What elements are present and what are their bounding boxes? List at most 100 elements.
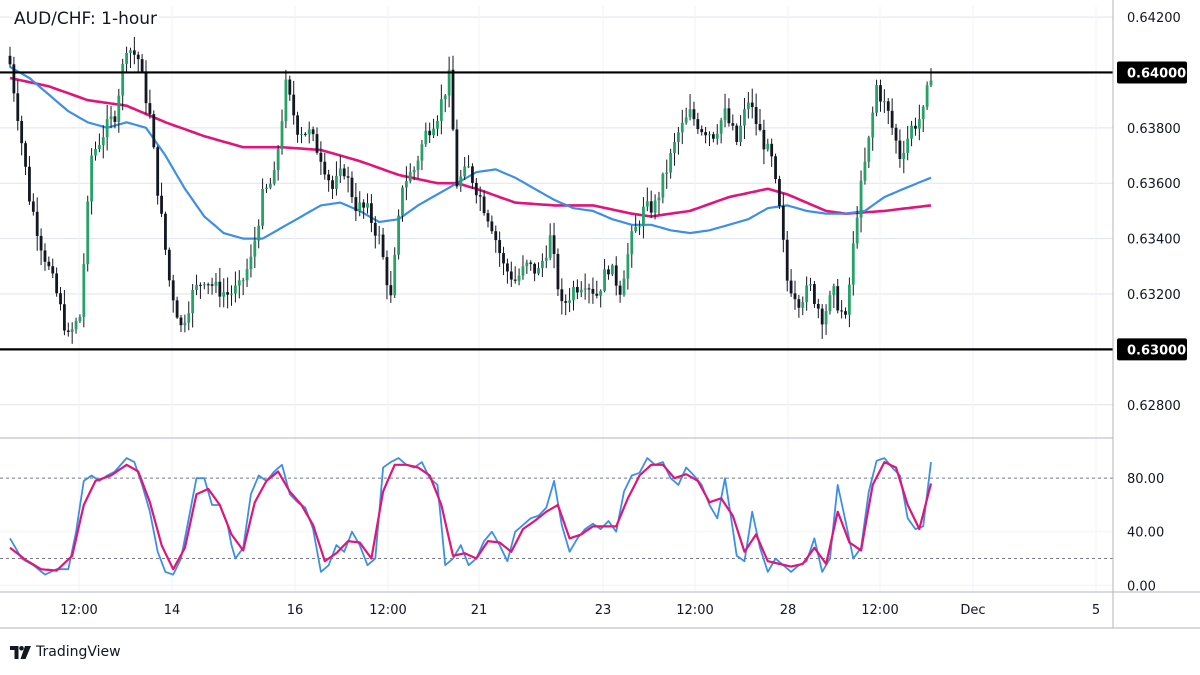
candle bbox=[754, 93, 758, 136]
candle bbox=[727, 98, 731, 127]
candle-body bbox=[447, 69, 451, 96]
candle-body bbox=[661, 173, 665, 198]
candle-body bbox=[179, 317, 183, 326]
candle-body bbox=[711, 134, 715, 139]
candle-body bbox=[164, 213, 167, 250]
candle-body bbox=[677, 132, 680, 142]
candle bbox=[319, 141, 323, 175]
candle bbox=[898, 129, 902, 168]
candle-body bbox=[739, 125, 742, 142]
time-tick-label: 23 bbox=[595, 603, 612, 618]
candle bbox=[925, 81, 929, 110]
candle-body bbox=[82, 264, 86, 317]
candle bbox=[195, 274, 198, 296]
candle bbox=[723, 93, 727, 128]
candle bbox=[680, 109, 684, 145]
candle bbox=[642, 197, 645, 239]
horizontal-levels[interactable]: 0.64000 0.63000 bbox=[0, 61, 1187, 361]
candle-body bbox=[533, 263, 537, 274]
candle bbox=[781, 193, 785, 253]
candle-body bbox=[171, 280, 175, 301]
candle-body bbox=[199, 284, 202, 286]
candle-body bbox=[583, 288, 587, 290]
candle-body bbox=[335, 175, 338, 189]
candle-body bbox=[793, 293, 797, 300]
oscillator-tick-label: 80.00 bbox=[1127, 472, 1164, 487]
candle-body bbox=[700, 129, 704, 133]
candle bbox=[525, 259, 529, 274]
candle bbox=[762, 119, 766, 165]
candle-body bbox=[844, 311, 847, 315]
price-grid bbox=[0, 6, 1113, 592]
candle-body bbox=[210, 284, 214, 286]
candle bbox=[715, 124, 719, 145]
candle-body bbox=[370, 203, 373, 223]
candle-body bbox=[467, 166, 470, 168]
candle-body bbox=[471, 166, 474, 183]
candle bbox=[832, 283, 836, 308]
candle-body bbox=[125, 52, 128, 64]
candle bbox=[296, 111, 299, 143]
candle bbox=[836, 278, 840, 314]
candle bbox=[583, 273, 587, 300]
candle-body bbox=[455, 129, 459, 187]
candle-body bbox=[416, 160, 420, 171]
time-tick-label: Dec bbox=[960, 603, 985, 618]
candle-body bbox=[645, 201, 649, 207]
candle bbox=[443, 94, 447, 113]
candle-body bbox=[665, 172, 669, 174]
candle-body bbox=[226, 292, 230, 295]
candle-body bbox=[797, 299, 801, 308]
candle bbox=[882, 89, 886, 114]
candle bbox=[164, 211, 167, 256]
candle-body bbox=[556, 253, 560, 290]
candle-body bbox=[109, 116, 113, 120]
candle-body bbox=[319, 152, 323, 162]
candle-body bbox=[63, 304, 66, 331]
stochastic-k-line bbox=[9, 457, 932, 576]
candle-body bbox=[439, 99, 443, 121]
candle-body bbox=[362, 202, 366, 208]
candle-body bbox=[642, 206, 645, 227]
candle bbox=[614, 256, 618, 296]
candle bbox=[439, 84, 443, 135]
candle bbox=[268, 177, 272, 190]
candle-body bbox=[160, 195, 163, 214]
candle-body bbox=[684, 117, 688, 123]
tradingview-brand[interactable]: TradingView bbox=[10, 644, 121, 660]
candle-body bbox=[288, 79, 292, 95]
candle bbox=[626, 243, 630, 290]
candle bbox=[257, 219, 261, 249]
candle-body bbox=[315, 134, 319, 153]
candle bbox=[307, 121, 311, 144]
candle bbox=[774, 153, 777, 184]
candle-body bbox=[167, 249, 171, 281]
candle-body bbox=[463, 166, 467, 177]
candle-body bbox=[910, 125, 913, 139]
candle-body bbox=[490, 221, 494, 232]
candle bbox=[288, 75, 292, 101]
candle bbox=[214, 273, 218, 293]
candle-body bbox=[144, 71, 148, 104]
level-label-box bbox=[1117, 338, 1187, 361]
candle-body bbox=[323, 161, 327, 175]
candle-body bbox=[175, 300, 179, 318]
candle-body bbox=[136, 54, 140, 60]
candle bbox=[187, 301, 191, 331]
candle-body bbox=[156, 147, 160, 196]
candle-body bbox=[832, 286, 836, 296]
time-tick-label: 14 bbox=[164, 603, 181, 618]
time-tick-label: 28 bbox=[780, 603, 797, 618]
candle bbox=[482, 190, 486, 216]
candle-body bbox=[506, 263, 509, 272]
candle-body bbox=[917, 119, 921, 129]
candle-body bbox=[420, 144, 424, 161]
candle-body bbox=[443, 95, 447, 100]
candle-body bbox=[824, 311, 828, 325]
candle-body bbox=[373, 222, 377, 236]
candle bbox=[917, 104, 921, 141]
candle bbox=[245, 258, 249, 288]
candle bbox=[649, 190, 653, 219]
candle bbox=[389, 271, 393, 303]
candle bbox=[51, 258, 55, 279]
